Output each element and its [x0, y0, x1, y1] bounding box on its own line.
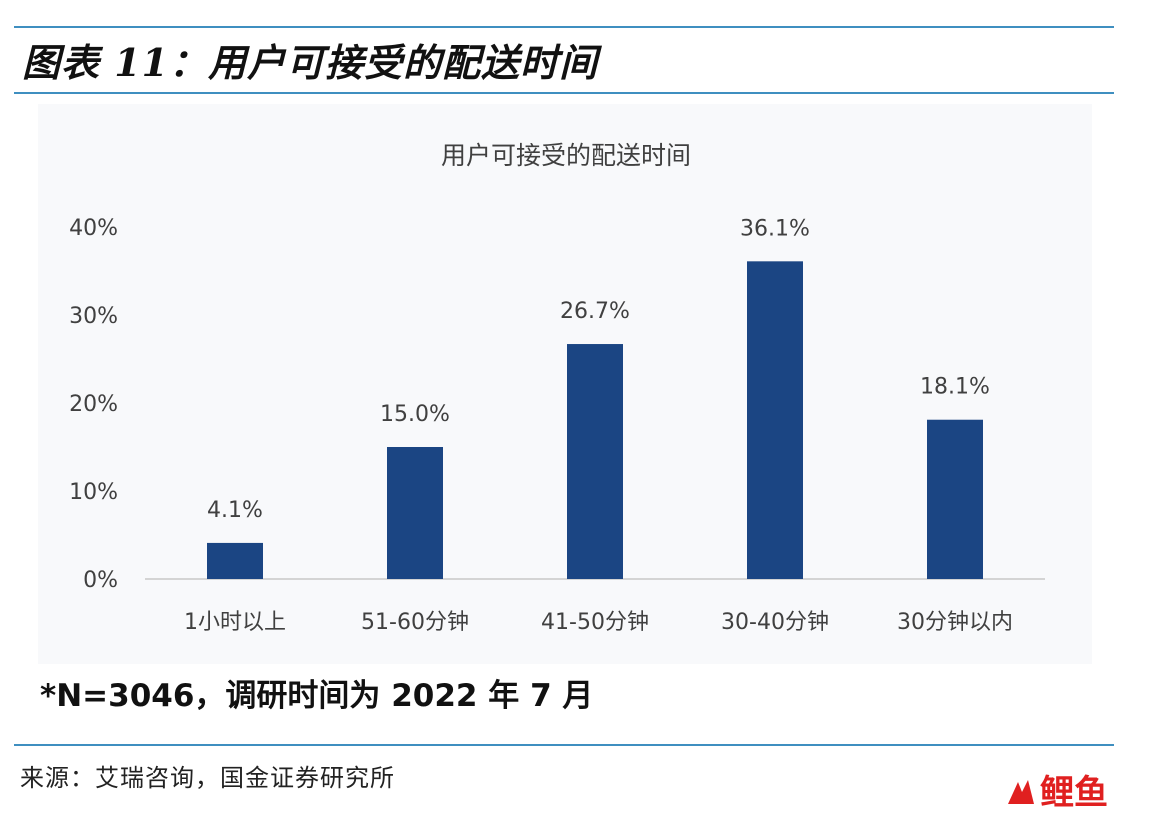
watermark-logo: 鲤鱼	[1008, 773, 1108, 813]
data-label: 36.1%	[740, 216, 810, 241]
y-tick-label: 30%	[69, 304, 118, 329]
title-underline-rule	[14, 92, 1114, 94]
x-tick-label: 51-60分钟	[361, 610, 469, 635]
top-rule	[14, 26, 1114, 28]
footer-rule	[14, 744, 1114, 746]
x-tick-label: 30分钟以内	[897, 610, 1013, 635]
data-label: 18.1%	[920, 375, 990, 400]
x-tick-label: 30-40分钟	[721, 610, 829, 635]
bar	[567, 344, 623, 579]
figure-title: 图表 11：用户可接受的配送时间	[22, 40, 599, 85]
source-text: 来源：艾瑞咨询，国金证券研究所	[20, 764, 395, 792]
bar	[207, 542, 263, 579]
data-label: 4.1%	[207, 498, 263, 523]
watermark-text: 鲤鱼	[1040, 773, 1108, 813]
x-tick-label: 1小时以上	[184, 610, 286, 635]
y-tick-label: 40%	[69, 216, 118, 241]
bar	[927, 419, 983, 579]
data-label: 15.0%	[380, 402, 450, 427]
y-tick-label: 0%	[83, 568, 118, 593]
y-tick-label: 20%	[69, 392, 118, 417]
bar	[387, 447, 443, 579]
flame-icon	[1008, 780, 1034, 804]
bar	[747, 261, 803, 579]
sample-note: *N=3046，调研时间为 2022 年 7 月	[40, 678, 594, 714]
chart-title: 用户可接受的配送时间	[441, 141, 691, 170]
y-tick-label: 10%	[69, 480, 118, 505]
data-label: 26.7%	[560, 299, 630, 324]
bar-chart: 用户可接受的配送时间 0% 10% 20% 30% 40% 4.1% 15.0% 26.7%…	[69, 141, 1045, 635]
x-tick-label: 41-50分钟	[541, 610, 649, 635]
